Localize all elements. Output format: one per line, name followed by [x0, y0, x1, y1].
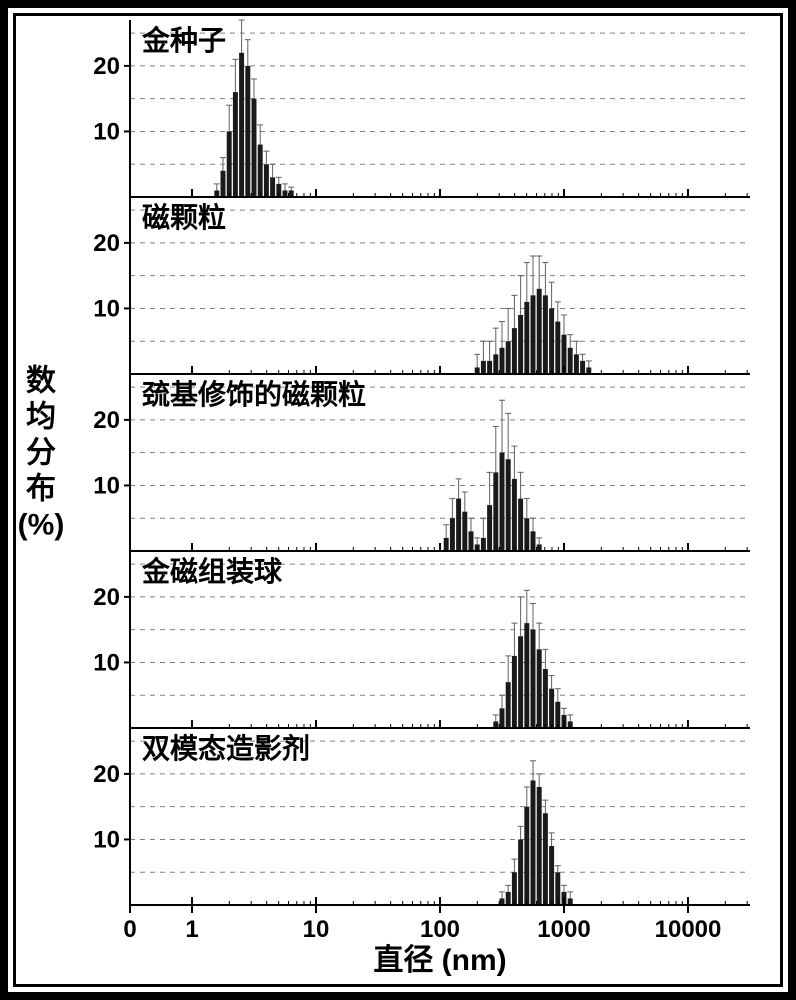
inner-frame: 1020金种子1020磁颗粒1020巯基修饰的磁颗粒1020金磁组装球1020双… [13, 13, 783, 987]
y-axis-label-char: 分 [26, 437, 56, 470]
histogram-bar [549, 308, 554, 374]
histogram-bar [531, 780, 536, 905]
histogram-bar [487, 361, 492, 374]
distribution-chart: 1020金种子1020磁颗粒1020巯基修饰的磁颗粒1020金磁组装球1020双… [16, 16, 780, 984]
histogram-bar [258, 145, 263, 197]
x-tick-label: 1000 [537, 916, 590, 943]
histogram-bar [493, 472, 498, 551]
histogram-bar [233, 92, 238, 197]
histogram-bar [518, 839, 523, 905]
histogram-bar [543, 669, 548, 728]
histogram-bar [469, 531, 474, 551]
x-tick-label: 100 [420, 916, 460, 943]
histogram-bar [580, 361, 585, 374]
histogram-bar [555, 872, 560, 905]
histogram-bar [524, 302, 529, 374]
x-tick-label: 10 [303, 916, 330, 943]
histogram-bar [512, 656, 517, 728]
histogram-bar [506, 341, 511, 374]
histogram-bar [227, 131, 232, 197]
histogram-bar [493, 354, 498, 374]
histogram-bar [537, 289, 542, 374]
y-axis-label-char: 数 [26, 365, 57, 398]
y-tick-label: 20 [93, 761, 120, 788]
histogram-bar [239, 53, 244, 197]
y-tick-label: 20 [93, 407, 120, 434]
y-tick-label: 20 [93, 53, 120, 80]
histogram-bar [524, 807, 529, 905]
histogram-bar [456, 499, 461, 551]
histogram-bar [531, 531, 536, 551]
histogram-bar [506, 892, 511, 905]
panel-title: 巯基修饰的磁颗粒 [141, 378, 366, 410]
histogram-bar [555, 702, 560, 728]
panel-title: 磁颗粒 [142, 202, 226, 233]
histogram-bar [518, 636, 523, 728]
histogram-bar [531, 630, 536, 728]
histogram-bar [512, 872, 517, 905]
x-axis-label: 直径 (nm) [373, 944, 506, 977]
histogram-bar [481, 361, 486, 374]
histogram-bar [512, 479, 517, 551]
panel-2: 10 20 巯基修饰的磁颗粒 [93, 374, 750, 551]
histogram-bar [524, 518, 529, 551]
panel-0: 10 20 金种子 [93, 20, 750, 197]
histogram-bar [264, 164, 269, 197]
histogram-bar [500, 453, 505, 551]
histogram-bar [531, 295, 536, 374]
panel-title: 金种子 [141, 24, 226, 56]
y-tick-label: 10 [93, 826, 120, 853]
panel-1: 10 20 磁颗粒 [93, 197, 750, 374]
histogram-bar [487, 505, 492, 551]
y-axis-label-char: 均 [26, 401, 56, 434]
histogram-bar [245, 66, 250, 197]
x-tick-label: 10000 [655, 916, 722, 943]
histogram-bar [481, 538, 486, 551]
y-tick-label: 10 [93, 649, 120, 676]
y-tick-label: 10 [93, 118, 120, 145]
histogram-bar [543, 295, 548, 374]
panel-3: 10 20 金磁组装球 [93, 551, 750, 728]
histogram-bar [444, 538, 449, 551]
histogram-bar [543, 813, 548, 905]
y-tick-label: 20 [93, 584, 120, 611]
histogram-bar [450, 518, 455, 551]
y-tick-label: 10 [93, 295, 120, 322]
histogram-bar [518, 315, 523, 374]
histogram-bar [555, 322, 560, 374]
histogram-bar [537, 649, 542, 728]
panel-4: 10 20 双模态造影剂 [93, 728, 750, 905]
panel-title: 金磁组装球 [141, 555, 283, 587]
histogram-bar [524, 623, 529, 728]
x-tick-label: 1 [185, 916, 198, 943]
x-tick-label: 0 [123, 916, 136, 943]
histogram-bar [506, 459, 511, 551]
y-axis-label-char: 布 [26, 473, 56, 506]
panel-title: 双模态造影剂 [142, 733, 310, 764]
histogram-bar [221, 171, 226, 197]
histogram-bar [537, 787, 542, 905]
histogram-bar [574, 354, 579, 374]
histogram-bar [462, 512, 467, 551]
y-tick-label: 10 [93, 472, 120, 499]
histogram-bar [512, 328, 517, 374]
histogram-bar [506, 682, 511, 728]
histogram-bar [252, 99, 257, 197]
histogram-bar [518, 499, 523, 551]
outer-frame: 1020金种子1020磁颗粒1020巯基修饰的磁颗粒1020金磁组装球1020双… [0, 0, 796, 1000]
histogram-bar [568, 348, 573, 374]
histogram-bar [549, 689, 554, 728]
histogram-bar [500, 348, 505, 374]
histogram-bar [500, 708, 505, 728]
y-axis-label-char: (%) [18, 509, 65, 542]
histogram-bar [549, 846, 554, 905]
y-tick-label: 20 [93, 230, 120, 257]
histogram-bar [270, 177, 275, 197]
